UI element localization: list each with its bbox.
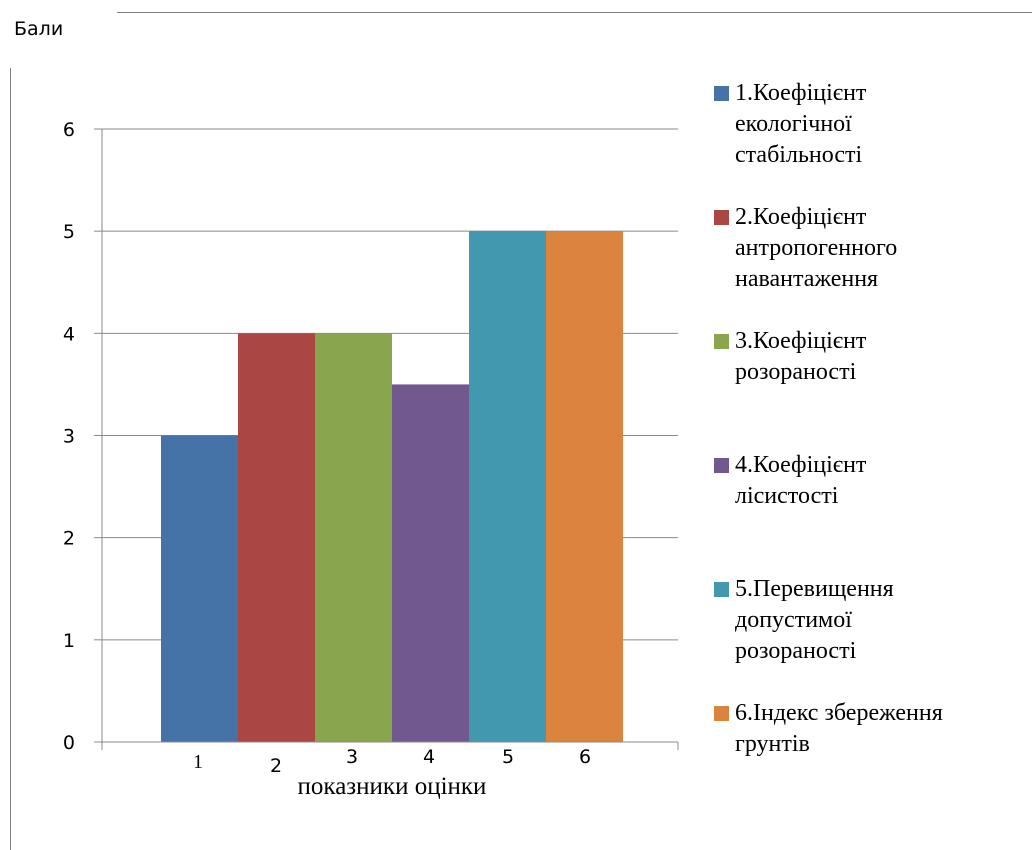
bar-3: [315, 333, 392, 742]
legend-item: 5.Перевищення допустимої розораності: [714, 574, 894, 667]
y-tick-label: 5: [63, 221, 75, 243]
bar-1: [161, 435, 238, 742]
x-tick-label: 1: [193, 751, 203, 773]
bar-6: [546, 231, 623, 742]
legend-item: 1.Коефіцієнт екологічної стабільності: [714, 78, 866, 171]
y-axis-unit-label: Бали: [14, 18, 64, 40]
legend-item: 2.Коефіцієнт антропогенного навантаження: [714, 202, 897, 295]
x-tick-label: 6: [579, 746, 591, 768]
y-tick-label: 4: [63, 323, 75, 345]
chart-legend: 1.Коефіцієнт екологічної стабільності 2.К…: [714, 78, 1024, 778]
bar-4: [392, 384, 469, 742]
legend-label: 3.Коефіцієнт розораності: [735, 328, 867, 385]
x-tick-label: 3: [346, 746, 358, 768]
legend-item: 6.Індекс збереження грунтів: [714, 698, 943, 760]
legend-swatch: [714, 334, 729, 349]
y-tick-label: 6: [63, 119, 75, 141]
y-tick-label: 3: [63, 426, 75, 448]
bar-5: [469, 231, 546, 742]
bar-2: [238, 333, 315, 742]
legend-label: 5.Перевищення допустимої розораності: [735, 576, 894, 664]
legend-swatch: [714, 582, 729, 597]
bar-chart: 0 1 2 3 4 5 6 1 2 3 4 5 6 показники оцінки: [63, 119, 679, 800]
top-border-line: [117, 12, 1032, 13]
legend-swatch: [714, 210, 729, 225]
legend-swatch: [714, 86, 729, 101]
x-axis-title: показники оцінки: [298, 773, 487, 800]
y-tick-label: 0: [63, 732, 75, 754]
y-tick-label: 1: [63, 630, 75, 652]
legend-label: 4.Коефіцієнт лісистості: [735, 452, 867, 509]
legend-label: 2.Коефіцієнт антропогенного навантаження: [735, 204, 898, 292]
x-tick-label: 2: [270, 755, 282, 777]
x-tick-label: 4: [423, 746, 435, 768]
legend-item: 3.Коефіцієнт розораності: [714, 326, 866, 388]
legend-label: 1.Коефіцієнт екологічної стабільності: [735, 80, 867, 168]
y-tick-label: 2: [63, 528, 75, 550]
x-tick-label: 5: [502, 746, 514, 768]
legend-label: 6.Індекс збереження грунтів: [735, 700, 943, 757]
legend-swatch: [714, 706, 729, 721]
legend-item: 4.Коефіцієнт лісистості: [714, 450, 866, 512]
legend-swatch: [714, 458, 729, 473]
left-border-line: [10, 68, 11, 850]
